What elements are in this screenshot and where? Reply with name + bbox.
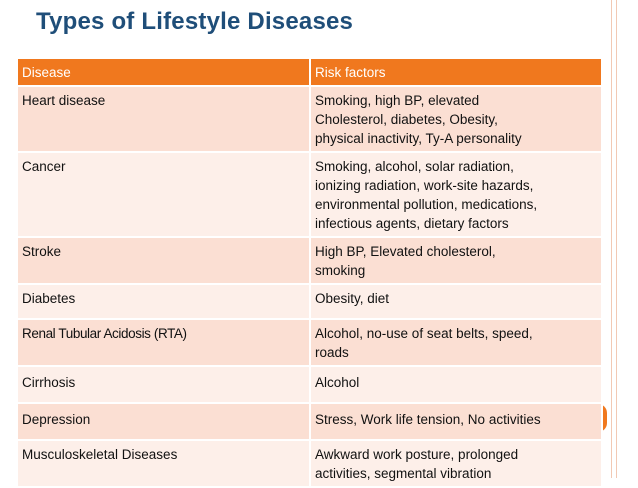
table-row: Heart disease Smoking, high BP, elevated… xyxy=(18,86,603,153)
disease-cell: Stroke xyxy=(18,237,311,285)
risk-factors-cell: Awkward work posture, prolonged activiti… xyxy=(310,440,603,488)
risk-line: physical inactivity, Ty-A personality xyxy=(315,131,522,146)
disease-cell: Musculoskeletal Diseases xyxy=(18,440,311,488)
risk-line: environmental pollution, medications, xyxy=(315,197,538,212)
risk-line: Smoking, high BP, elevated xyxy=(315,93,480,108)
risk-factors-cell: High BP, Elevated cholesterol, smoking xyxy=(310,237,603,285)
risk-line: Obesity, diet xyxy=(315,291,390,306)
risk-factors-cell: Alcohol xyxy=(310,366,603,404)
risk-line: Cholesterol, diabetes, Obesity, xyxy=(315,112,498,127)
table-row: Stroke High BP, Elevated cholesterol, sm… xyxy=(18,237,603,285)
risk-line: Alcohol, no-use of seat belts, speed, xyxy=(315,326,533,341)
risk-line: ionizing radiation, work-site hazards, xyxy=(315,178,534,193)
risk-factors-cell: Smoking, alcohol, solar radiation, ioniz… xyxy=(310,152,603,238)
risk-line: Smoking, alcohol, solar radiation, xyxy=(315,159,514,174)
table-row: Renal Tubular Acidosis (RTA) Alcohol, no… xyxy=(18,319,603,367)
table-row: Cirrhosis Alcohol xyxy=(18,366,603,404)
lifestyle-diseases-table: Disease Risk factors Heart disease Smoki… xyxy=(18,59,603,488)
risk-line: High BP, Elevated cholesterol, xyxy=(315,244,496,259)
risk-line: Stress, Work life tension, No activities xyxy=(315,412,541,427)
disease-cell: Cancer xyxy=(18,152,311,238)
right-border-line-inner xyxy=(616,0,617,478)
table-row: Musculoskeletal Diseases Awkward work po… xyxy=(18,440,603,488)
risk-factors-cell: Alcohol, no-use of seat belts, speed, ro… xyxy=(310,319,603,367)
disease-cell: Heart disease xyxy=(18,86,311,153)
risk-line: Awkward work posture, prolonged xyxy=(315,447,519,462)
risk-factors-cell: Stress, Work life tension, No activities xyxy=(310,403,603,441)
header-risk-factors: Risk factors xyxy=(310,59,603,87)
slide-number-tab xyxy=(598,404,607,432)
table-row: Cancer Smoking, alcohol, solar radiation… xyxy=(18,152,603,238)
risk-factors-cell: Obesity, diet xyxy=(310,284,603,320)
table-row: Depression Stress, Work life tension, No… xyxy=(18,403,603,441)
risk-line: activities, segmental vibration xyxy=(315,466,492,481)
risk-line: Alcohol xyxy=(315,375,360,390)
risk-factors-cell: Smoking, high BP, elevated Cholesterol, … xyxy=(310,86,603,153)
risk-line: smoking xyxy=(315,263,366,278)
disease-cell: Renal Tubular Acidosis (RTA) xyxy=(18,319,311,367)
disease-cell: Diabetes xyxy=(18,284,311,320)
header-disease: Disease xyxy=(18,59,311,87)
table-header-row: Disease Risk factors xyxy=(18,59,603,87)
risk-line: roads xyxy=(315,345,349,360)
slide-title: Types of Lifestyle Diseases xyxy=(36,8,354,35)
risk-line: infectious agents, dietary factors xyxy=(315,216,509,231)
disease-cell: Depression xyxy=(18,403,311,441)
disease-cell: Cirrhosis xyxy=(18,366,311,404)
table-row: Diabetes Obesity, diet xyxy=(18,284,603,320)
right-border-line xyxy=(611,0,612,478)
